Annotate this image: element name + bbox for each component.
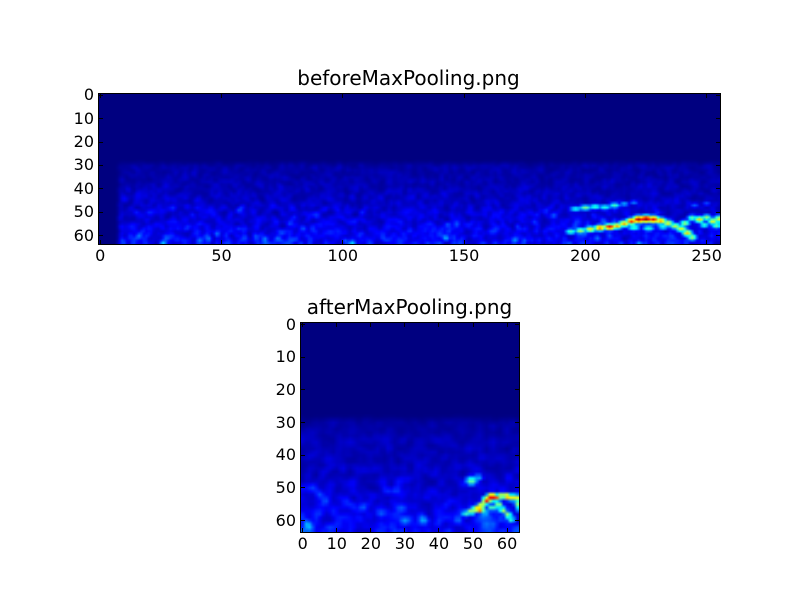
- y-tick-label: 60: [275, 510, 296, 530]
- x-tick-mark: [336, 528, 338, 532]
- x-tick-mark: [472, 528, 474, 532]
- y-tick-mark: [99, 235, 103, 237]
- y-tick-label: 20: [275, 379, 296, 399]
- y-tick-label: 10: [73, 108, 94, 128]
- x-tick-label: 0: [297, 534, 308, 553]
- y-tick-label: 50: [73, 202, 94, 222]
- y-tick-mark: [515, 389, 519, 391]
- y-tick-label: 0: [83, 85, 94, 105]
- subplot-title-before-max-pooling: beforeMaxPooling.png: [297, 66, 520, 90]
- y-tick-label: 60: [73, 225, 94, 245]
- y-tick-mark: [515, 454, 519, 456]
- y-tick-mark: [99, 188, 103, 190]
- x-tick-mark: [584, 240, 586, 244]
- y-tick-mark: [515, 324, 519, 326]
- heatmap-image-before-max-pooling: [99, 94, 720, 244]
- y-tick-mark: [515, 422, 519, 424]
- x-tick-mark: [438, 323, 440, 327]
- y-tick-mark: [515, 520, 519, 522]
- y-tick-label: 30: [73, 155, 94, 175]
- y-tick-label: 40: [275, 445, 296, 465]
- x-tick-label: 0: [95, 246, 106, 265]
- y-tick-mark: [716, 235, 720, 237]
- heatmap-image-after-max-pooling: [301, 323, 519, 532]
- x-tick-label: 50: [211, 246, 232, 265]
- x-tick-label: 50: [462, 534, 484, 553]
- x-tick-mark: [506, 528, 508, 532]
- y-tick-mark: [99, 164, 103, 166]
- x-tick-mark: [99, 240, 101, 244]
- x-tick-mark: [221, 240, 222, 244]
- y-tick-mark: [301, 356, 305, 358]
- y-tick-mark: [99, 118, 103, 120]
- y-tick-label: 10: [275, 347, 296, 367]
- x-tick-mark: [370, 323, 372, 327]
- y-tick-label: 30: [275, 412, 296, 432]
- y-tick-mark: [99, 211, 103, 213]
- x-tick-label: 20: [360, 534, 382, 553]
- x-tick-mark: [336, 323, 338, 327]
- y-tick-mark: [301, 422, 305, 424]
- y-tick-mark: [301, 389, 305, 391]
- x-tick-label: 30: [394, 534, 416, 553]
- subplot-after-max-pooling: 0 10 20 30 40 50 60 0 10 20 30 40 50 60: [276, 316, 520, 552]
- x-tick-label: 60: [496, 534, 518, 553]
- y-tick-mark: [301, 324, 305, 326]
- x-tick-mark: [342, 94, 344, 98]
- x-tick-mark: [506, 323, 508, 327]
- x-tick-mark: [584, 94, 586, 98]
- y-tick-label: 20: [73, 132, 94, 152]
- x-tick-label: 40: [428, 534, 450, 553]
- x-tick-label: 150: [448, 246, 480, 265]
- x-tick-mark: [472, 323, 474, 327]
- x-tick-label: 250: [691, 246, 722, 265]
- x-tick-label: 100: [327, 246, 359, 265]
- y-tick-label: 0: [285, 314, 296, 334]
- x-tick-mark: [302, 528, 304, 532]
- y-tick-mark: [99, 94, 103, 96]
- y-tick-mark: [716, 211, 720, 213]
- x-tick-mark: [99, 94, 101, 98]
- subplot-title-after-max-pooling: afterMaxPooling.png: [306, 295, 513, 319]
- x-tick-mark: [463, 94, 465, 98]
- y-tick-mark: [301, 487, 305, 489]
- y-tick-mark: [99, 141, 103, 143]
- y-tick-mark: [716, 188, 720, 190]
- x-tick-mark: [438, 528, 440, 532]
- y-tick-mark: [716, 94, 720, 96]
- x-tick-mark: [463, 240, 465, 244]
- x-tick-mark: [342, 240, 344, 244]
- x-tick-mark: [404, 323, 406, 327]
- y-tick-label: 40: [73, 178, 94, 198]
- x-tick-label: 200: [570, 246, 601, 265]
- y-tick-mark: [515, 356, 519, 358]
- x-tick-mark: [370, 528, 372, 532]
- x-tick-label: 10: [326, 534, 347, 553]
- x-tick-mark: [706, 240, 708, 244]
- y-tick-label: 50: [275, 477, 296, 497]
- y-tick-mark: [301, 520, 305, 522]
- subplot-before-max-pooling: 0 50 100 150 200 250 0 10 20 30 40 50 60: [74, 87, 722, 264]
- y-tick-mark: [716, 118, 720, 120]
- y-tick-mark: [515, 487, 519, 489]
- x-tick-mark: [404, 528, 406, 532]
- y-tick-mark: [301, 454, 305, 456]
- x-tick-mark: [221, 94, 222, 98]
- y-tick-mark: [716, 164, 720, 166]
- y-tick-mark: [716, 141, 720, 143]
- x-tick-mark: [706, 94, 708, 98]
